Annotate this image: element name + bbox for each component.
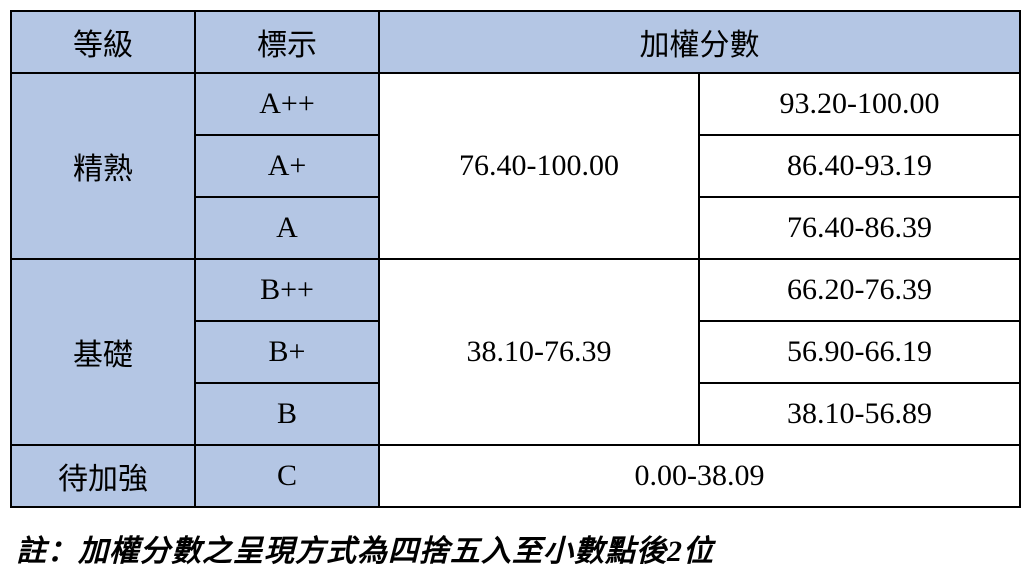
header-level: 等級	[11, 11, 195, 73]
header-weighted-score: 加權分數	[379, 11, 1020, 73]
mark-cell: B+	[195, 321, 379, 383]
group-range-cell: 0.00-38.09	[379, 445, 1020, 507]
sub-range-cell: 76.40-86.39	[699, 197, 1020, 259]
sub-range-cell: 86.40-93.19	[699, 135, 1020, 197]
table-row: 待加強 C 0.00-38.09	[11, 445, 1020, 507]
table-row: 精熟 A++ 76.40-100.00 93.20-100.00	[11, 73, 1020, 135]
mark-cell: A	[195, 197, 379, 259]
score-table: 等級 標示 加權分數 精熟 A++ 76.40-100.00 93.20-100…	[10, 10, 1021, 508]
sub-range-cell: 38.10-56.89	[699, 383, 1020, 445]
level-cell: 待加強	[11, 445, 195, 507]
sub-range-cell: 56.90-66.19	[699, 321, 1020, 383]
group-range-cell: 38.10-76.39	[379, 259, 699, 445]
table-header-row: 等級 標示 加權分數	[11, 11, 1020, 73]
group-range-cell: 76.40-100.00	[379, 73, 699, 259]
mark-cell: B	[195, 383, 379, 445]
mark-cell: C	[195, 445, 379, 507]
header-mark: 標示	[195, 11, 379, 73]
sub-range-cell: 93.20-100.00	[699, 73, 1020, 135]
mark-cell: A++	[195, 73, 379, 135]
table-row: 基礎 B++ 38.10-76.39 66.20-76.39	[11, 259, 1020, 321]
mark-cell: B++	[195, 259, 379, 321]
sub-range-cell: 66.20-76.39	[699, 259, 1020, 321]
level-cell: 精熟	[11, 73, 195, 259]
level-cell: 基礎	[11, 259, 195, 445]
footnote: 註：加權分數之呈現方式為四捨五入至小數點後2位	[16, 526, 1019, 570]
mark-cell: A+	[195, 135, 379, 197]
